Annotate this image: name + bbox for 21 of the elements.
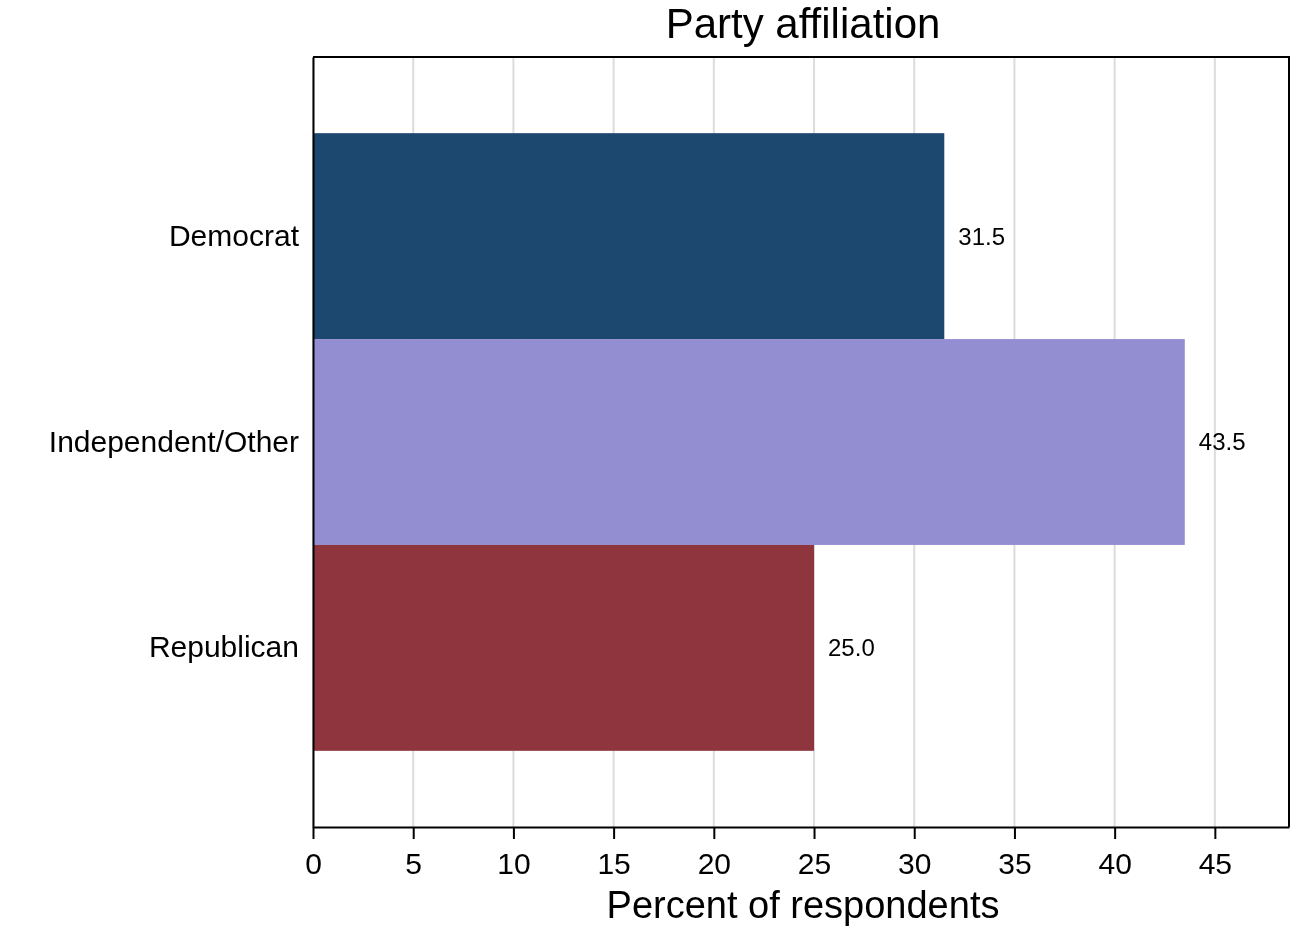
y-tick-label: Democrat (168, 218, 300, 252)
y-tick-label: Republican (148, 630, 299, 664)
x-tick-label: 5 (405, 846, 423, 880)
x-tick-label: 35 (998, 846, 1032, 880)
x-tick-label: 30 (898, 846, 932, 880)
x-tick-label: 45 (1198, 846, 1233, 880)
y-tick-label: Independent/Other (48, 424, 299, 458)
x-tick-label: 15 (597, 846, 631, 880)
data-label: 43.5 (1198, 428, 1246, 456)
x-axis-title: Percent of respondents (606, 884, 1000, 926)
x-tick-label: 25 (797, 846, 832, 880)
data-label: 31.5 (958, 222, 1006, 250)
x-tick-label: 10 (497, 846, 531, 880)
bar (313, 133, 945, 340)
bar (313, 339, 1185, 545)
x-tick-label: 20 (697, 846, 732, 880)
x-tick-label: 40 (1098, 846, 1132, 880)
data-label: 25.0 (828, 634, 875, 662)
chart-title: Party affiliation (665, 0, 941, 47)
x-tick-label: 0 (305, 846, 322, 880)
bar (313, 544, 815, 751)
